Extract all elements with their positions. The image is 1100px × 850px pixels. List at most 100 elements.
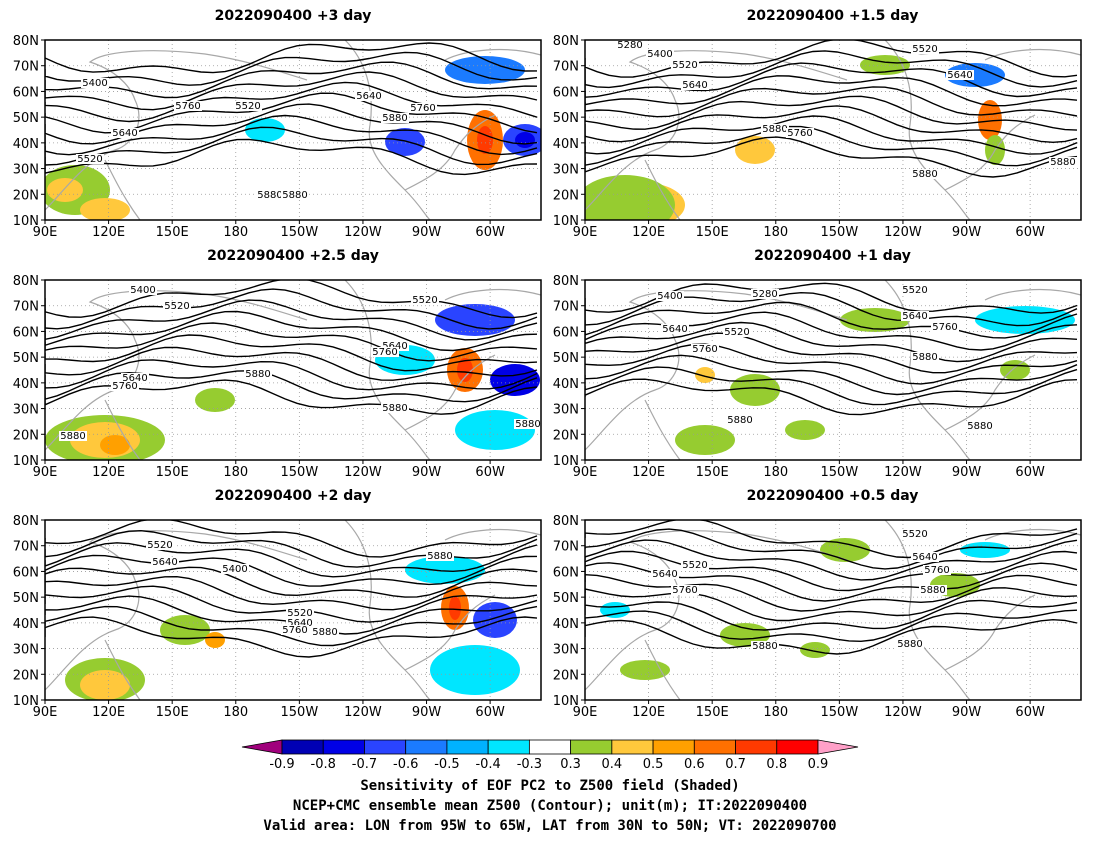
- lon-label: 120W: [884, 225, 922, 240]
- contour-label-bg: [931, 322, 959, 332]
- contour-label-bg: [671, 585, 699, 595]
- lon-label: 90W: [952, 465, 982, 480]
- colorbar-segment: [570, 739, 613, 755]
- contour-label: 5760: [410, 103, 435, 114]
- lat-label: 10N: [553, 694, 579, 709]
- panel-frame: [44, 279, 542, 461]
- contour-label: 5880: [245, 369, 270, 380]
- z500-contour: [45, 370, 538, 403]
- z500-contour: [585, 86, 1078, 118]
- panel-title: 2022090400 +2.5 day: [207, 248, 379, 264]
- lon-label: 90E: [33, 705, 58, 720]
- lat-label: 30N: [13, 643, 39, 658]
- contour-label: 5760: [372, 347, 397, 358]
- lat-label: 70N: [553, 300, 579, 315]
- map-panel: 5280 5400 5520 5640 5520 5880 5760 5640 5880 5880…: [540, 32, 1096, 246]
- contour-label-bg: [286, 608, 314, 618]
- z500-contour: [45, 595, 538, 635]
- contour-label-bg: [671, 60, 699, 70]
- lat-label: 30N: [553, 163, 579, 178]
- colorbar-label: -0.5: [434, 757, 459, 772]
- contour-label: 5880: [60, 431, 85, 442]
- contour-label: 5760: [787, 128, 812, 139]
- contour-label: 5880: [912, 352, 937, 363]
- lat-label: 20N: [13, 188, 39, 203]
- sensitivity-shading: [100, 435, 130, 455]
- lon-label: 180: [223, 225, 248, 240]
- contour-label-bg: [911, 169, 939, 179]
- coastline: [984, 288, 1081, 301]
- lon-label: 180: [763, 465, 788, 480]
- colorbar-segment: [735, 739, 778, 755]
- contour-label-bg: [751, 289, 779, 299]
- contour-label-bg: [286, 618, 314, 628]
- panel-frame: [44, 39, 542, 221]
- contour-label: 5760: [932, 322, 957, 333]
- contour-label: 5760: [282, 625, 307, 636]
- contour-label: 5640: [682, 80, 707, 91]
- z500-contour: [585, 366, 1078, 406]
- z500-contour: [45, 299, 538, 341]
- lon-label: 150E: [696, 705, 729, 720]
- coastline: [104, 639, 141, 700]
- lat-label: 30N: [13, 163, 39, 178]
- lon-label: 120E: [632, 225, 665, 240]
- lon-label: 180: [223, 465, 248, 480]
- lon-label: 90W: [412, 465, 442, 480]
- contour-label: 5520: [682, 560, 707, 571]
- sensitivity-shading: [449, 596, 461, 620]
- z500-contour: [45, 346, 538, 381]
- coastline: [984, 48, 1081, 61]
- z500-contour: [45, 51, 538, 86]
- coastline: [444, 528, 541, 541]
- lat-label: 80N: [13, 514, 39, 529]
- colorbar-segment: [405, 739, 448, 755]
- lon-label: 150E: [156, 465, 189, 480]
- lat-label: 80N: [13, 274, 39, 289]
- contour-label-bg: [411, 295, 439, 305]
- contour-label: 5880: [912, 169, 937, 180]
- sensitivity-shading: [695, 367, 715, 383]
- z500-contour: [45, 61, 538, 99]
- sensitivity-shading: [945, 63, 1005, 87]
- z500-contour: [45, 566, 538, 598]
- coastline: [444, 288, 541, 301]
- contour-label-bg: [281, 625, 309, 635]
- coastline: [585, 50, 848, 211]
- panel-title: 2022090400 +3 day: [214, 8, 372, 24]
- panel-title: 2022090400 +0.5 day: [746, 488, 919, 504]
- contour-label-bg: [911, 352, 939, 362]
- contour-label-bg: [1049, 157, 1077, 167]
- lat-label: 60N: [13, 565, 39, 580]
- contour-label: 5880: [515, 419, 540, 430]
- coastline: [344, 40, 431, 220]
- contour-label-bg: [896, 639, 924, 649]
- footer-line-1: Sensitivity of EOF PC2 to Z500 field (Sh…: [360, 778, 740, 794]
- lon-label: 120W: [344, 705, 382, 720]
- z500-contour: [45, 71, 538, 111]
- sensitivity-shading: [80, 670, 130, 700]
- contour-label: 5760: [924, 565, 949, 576]
- lon-label: 90W: [952, 705, 982, 720]
- sensitivity-shading: [730, 374, 780, 406]
- coastline: [45, 530, 308, 691]
- lon-label: 120W: [884, 705, 922, 720]
- footer-line-2: NCEP+CMC ensemble mean Z500 (Contour); u…: [292, 798, 808, 814]
- contour-label-bg: [163, 301, 191, 311]
- contour-label-bg: [911, 44, 939, 54]
- contour-label-bg: [661, 324, 689, 334]
- lat-label: 10N: [13, 454, 39, 469]
- map-panel: 5400 5760 5520 5640 5880 5880 5640 5520 5760 5880…: [0, 32, 556, 246]
- map-svg: 5400 5280 5640 5520 5760 5520 5640 5760 5880 5880…: [553, 274, 1082, 480]
- contour-label-bg: [656, 291, 684, 301]
- lat-label: 30N: [553, 643, 579, 658]
- z500-contour: [585, 520, 1078, 559]
- map-svg: 5400552056405760588058805520564057605880…: [13, 274, 542, 480]
- z500-contour: [585, 332, 1078, 374]
- coastline: [104, 159, 141, 220]
- lat-label: 70N: [13, 300, 39, 315]
- lat-label: 50N: [553, 351, 579, 366]
- coastline: [404, 354, 496, 431]
- lon-label: 120W: [344, 225, 382, 240]
